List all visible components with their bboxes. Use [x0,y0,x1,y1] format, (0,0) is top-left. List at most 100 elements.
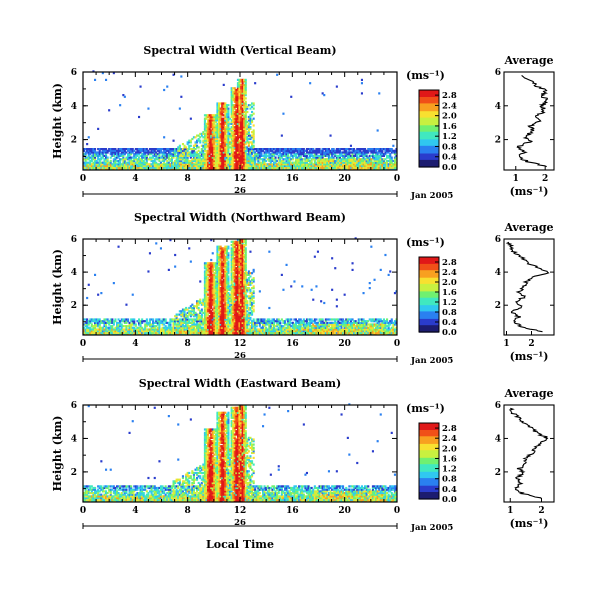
x-tick-label: 20 [338,174,351,184]
heatmap-cell [227,261,229,263]
heatmap-cell [377,129,379,131]
heatmap-cell [227,108,229,110]
colorbar-tick-label: 2.8 [442,91,457,101]
heatmap-cell [97,128,99,130]
heatmap-cell [165,318,167,320]
heatmap-cell [199,280,201,282]
heatmap-cell [105,79,107,81]
chart-title: Spectral Width (Vertical Beam) [143,44,336,57]
heatmap-cell [179,108,181,110]
heatmap-cell [119,104,121,106]
heatmap-cell [127,318,129,320]
heatmap-cell [199,299,201,301]
heatmap-cell [125,304,127,306]
average-x-label: (ms⁻¹) [510,185,549,198]
heatmap-cell [253,118,255,120]
colorbar-tick-label: 1.6 [442,122,457,132]
colorbar-tick-label: 0.4 [442,153,457,163]
heatmap-cell [86,143,88,145]
x-tick-label: 12 [234,174,247,184]
average-y-tick-label: 4 [495,102,501,112]
y-tick-label: 4 [71,102,77,112]
y-tick-label: 2 [71,136,77,146]
average-frame [504,72,554,170]
heatmap-cell [336,86,338,88]
heatmap-cell [146,318,148,320]
colorbar: 0.00.40.81.21.62.02.42.8 [419,90,457,173]
heatmap-cell [147,108,149,110]
heatmap-cell [249,126,251,128]
heatmap-cell [198,307,200,309]
y-axis-label: Height (km) [51,83,64,159]
colorbar-unit: (ms⁻¹) [406,69,445,82]
heatmap-cell [113,282,115,284]
chart-title: Spectral Width (Northward Beam) [134,211,346,224]
heatmap-cell [253,102,255,104]
heatmap-cell [361,79,363,81]
heatmap-cell [198,146,200,148]
heatmap-cell [163,89,165,91]
average-profile-line [517,75,547,166]
date-label: Jan 2005 [410,191,453,201]
heatmap-cell [190,118,192,120]
heatmap-cell [210,259,212,261]
chart-panel-1: Spectral Width (Vertical Beam) 2 4 6 Height … [51,44,554,201]
average-title: Average [503,54,553,67]
heatmap-cell [190,145,192,147]
x-tick-label: 8 [185,174,191,184]
heatmap-cell [361,92,363,94]
x-tick-label: 0 [394,174,400,184]
y-tick-label: 6 [71,68,77,78]
heatmap-cell [188,247,190,249]
heatmap-cell [138,116,140,118]
heatmap-cell [253,113,255,115]
heatmap-cell [309,82,311,84]
heatmap-cell [135,323,137,325]
heatmap-cell [108,109,110,111]
heatmap-cell [180,75,182,77]
heatmap-cell [110,160,112,162]
heatmap-cell [227,252,229,254]
heatmap-cell [114,318,116,320]
average-x-tick-label: 2 [542,174,548,184]
colorbar-tick-label: 0.8 [442,142,457,152]
heatmap-cell [88,284,90,286]
heatmap-cell [180,96,182,98]
average-x-tick-label: 1 [513,174,519,184]
heatmap-cell [253,145,255,147]
heatmap-cell [147,270,149,272]
heatmap-cell [253,124,255,126]
average-y-tick-label: 6 [495,68,501,78]
heatmap-cell [245,79,247,81]
heatmap-cell [168,269,170,271]
heatmap-cell [246,111,248,113]
day-label: 26 [234,186,246,196]
heatmap-cell [281,135,283,137]
heatmap-cell [160,247,162,249]
heatmap-cell [94,148,96,150]
heatmap-cell [227,104,229,106]
heatmap-cell [94,79,96,81]
colorbar-tick-label: 2.4 [442,101,457,111]
heatmap-cell [290,96,292,98]
x-tick-label: 16 [286,174,299,184]
heatmap-cell [118,246,120,248]
heatmap-cell [199,140,201,142]
heatmap-cell [100,292,102,294]
heatmap-cell [152,318,154,320]
heatmap-cell [323,94,325,96]
heatmap-cell [132,294,134,296]
heatmap-cell [133,318,135,320]
heatmap-cell [253,108,255,110]
heatmap-cell [361,82,363,84]
heatmap-cell [391,157,393,159]
heatmap-cell [227,275,229,277]
heatmap-cell [166,86,168,88]
heatmap-cell [253,129,255,131]
average-y-tick-label: 2 [495,136,501,146]
heatmap-cell [179,145,181,147]
heatmap-cell [163,136,165,138]
chart-panel-2: Spectral Width (Northward Beam)246Height… [51,211,554,366]
